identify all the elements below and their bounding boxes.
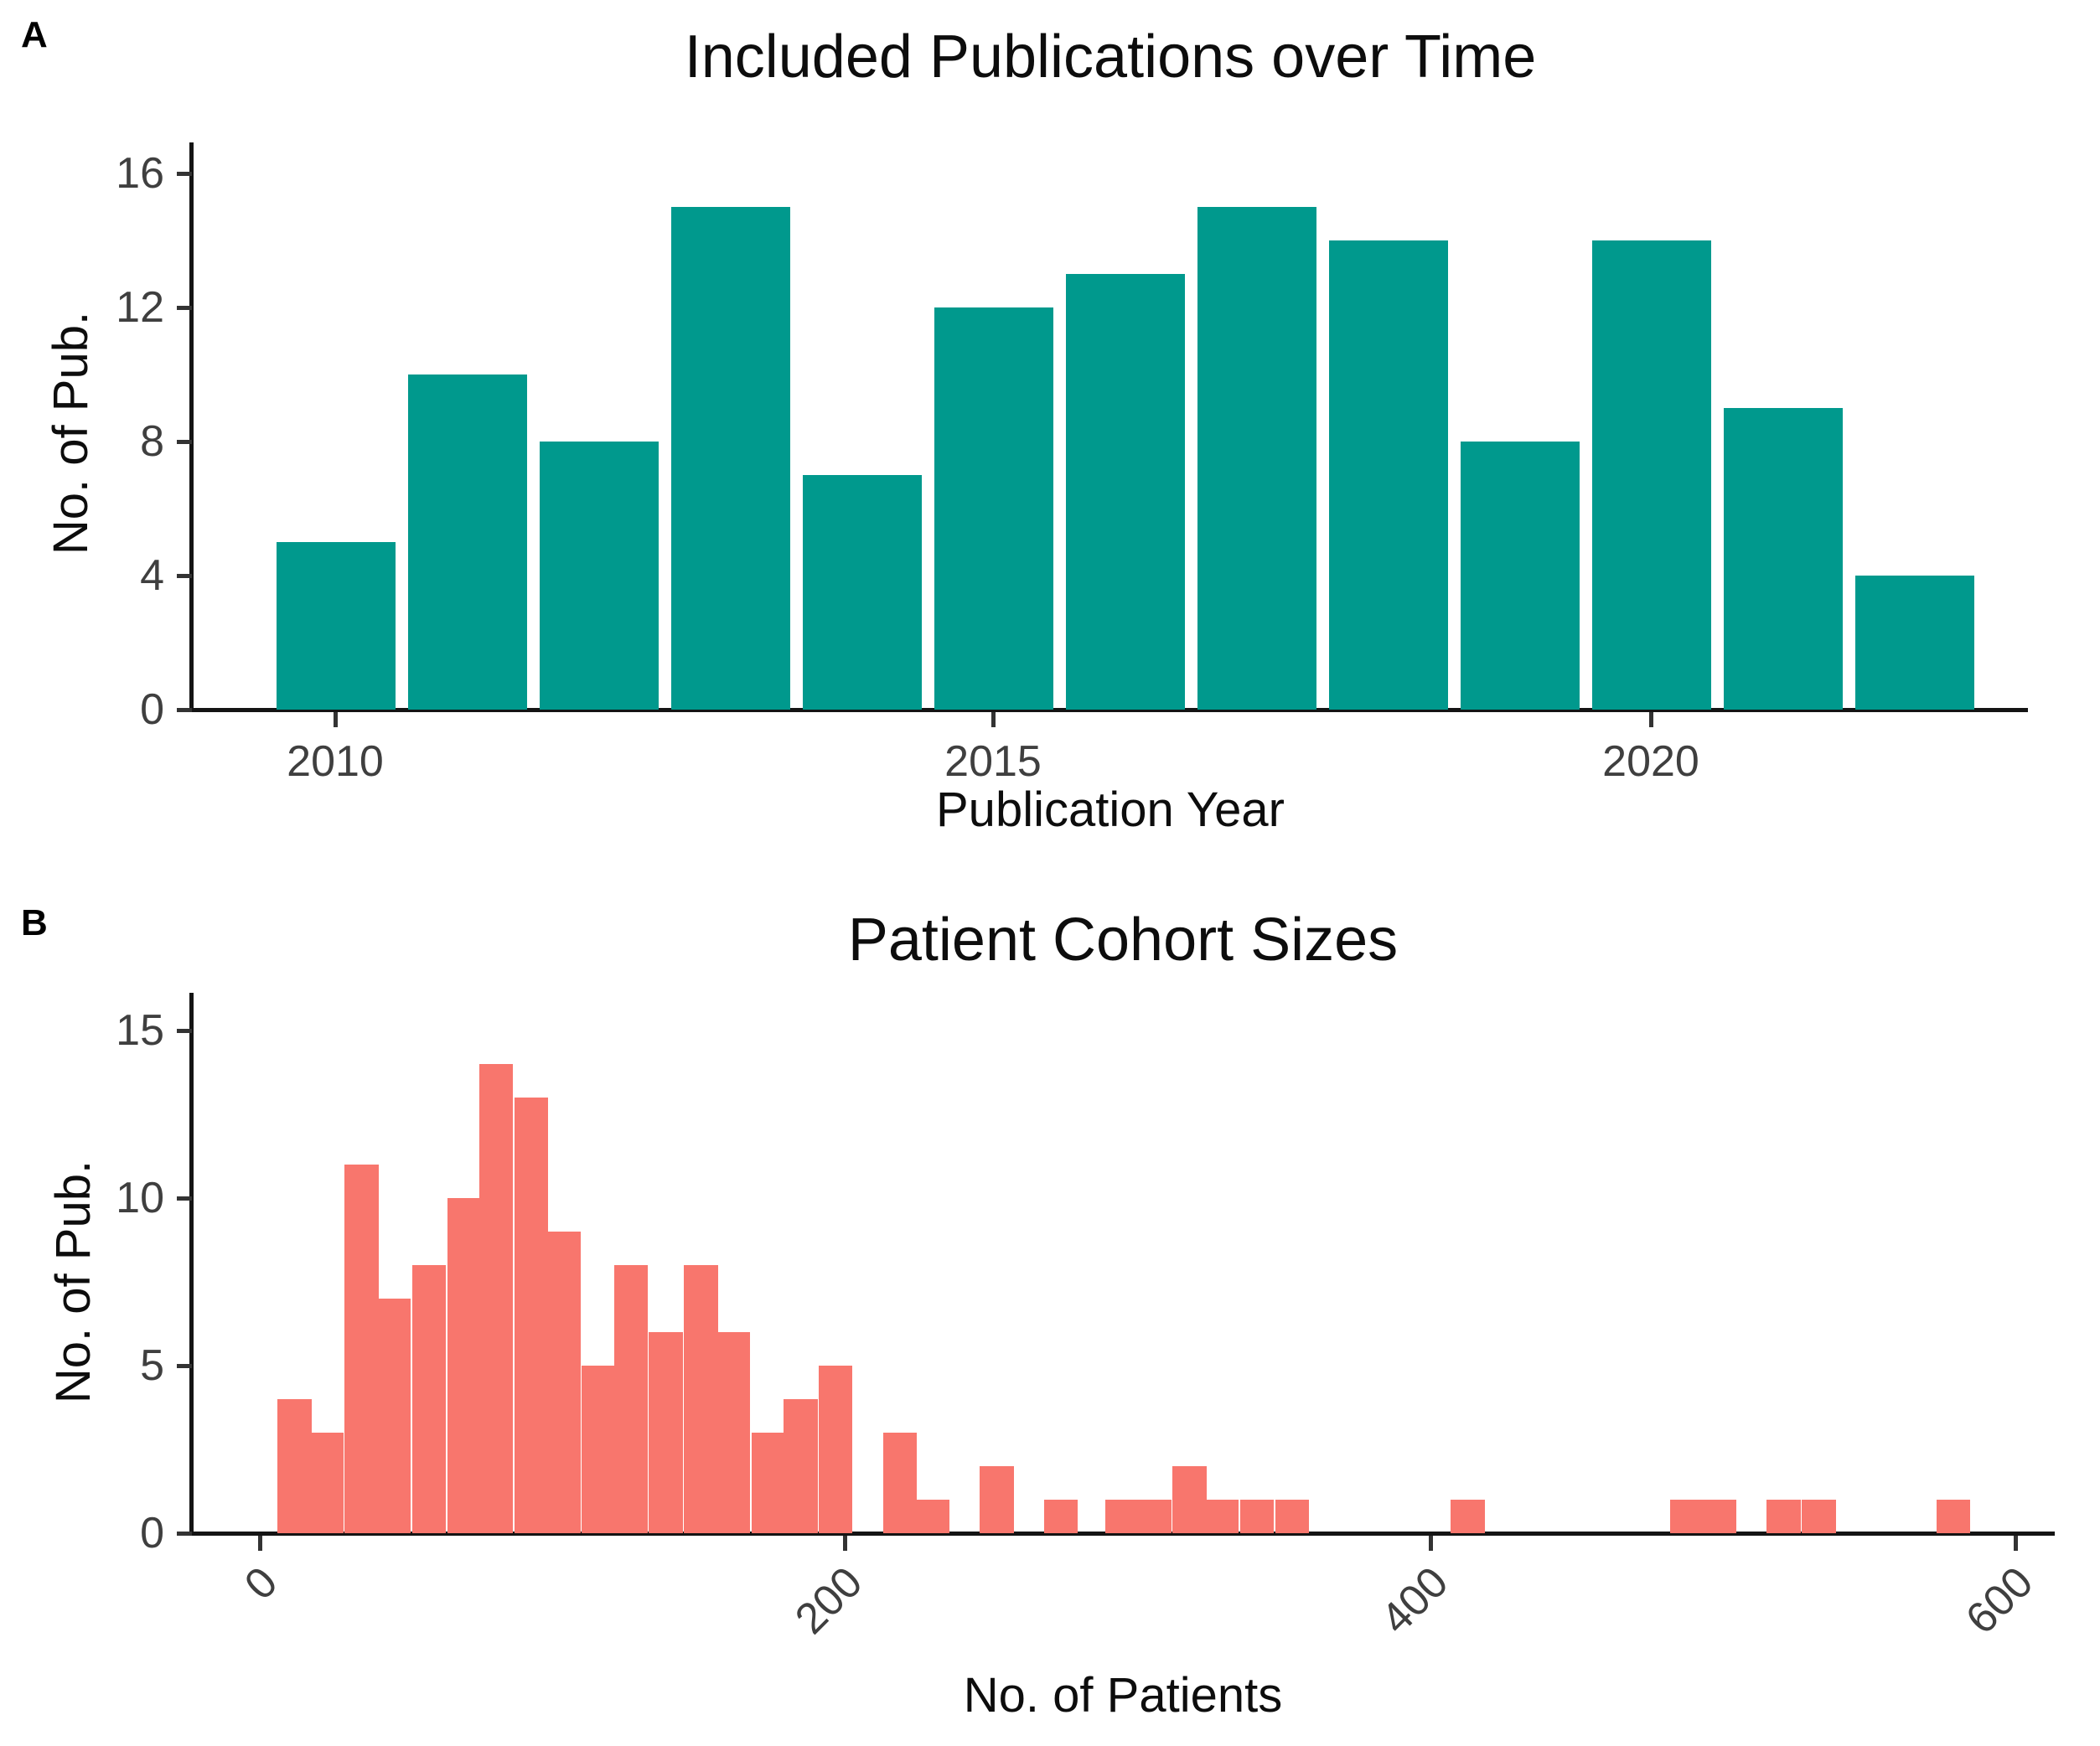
panel-a-x-tick: [334, 712, 338, 727]
histogram-bar: [1802, 1500, 1836, 1533]
panel-a-x-axis-line: [189, 708, 2028, 712]
histogram-bar: [1766, 1500, 1801, 1533]
panel-a-y-tick: [177, 440, 192, 444]
panel-a-x-tick-label: 2020: [1602, 737, 1699, 786]
histogram-bar: [1137, 1500, 1172, 1533]
bar-2014: [803, 475, 922, 710]
panel-a-y-tick-label: 0: [140, 685, 164, 734]
histogram-bar: [1172, 1466, 1207, 1533]
histogram-bar: [411, 1265, 447, 1533]
histogram-bar: [1936, 1500, 1971, 1533]
panel-a-y-tick: [177, 708, 192, 712]
histogram-bar: [514, 1098, 549, 1533]
histogram-bar: [1670, 1500, 1704, 1533]
histogram-bar: [1702, 1500, 1736, 1533]
histogram-bar: [277, 1399, 312, 1533]
panel-b-y-tick: [177, 1029, 192, 1033]
panel-a-x-tick: [1649, 712, 1653, 727]
panel-b-x-tick: [843, 1536, 848, 1551]
bar-2022: [1855, 576, 1974, 710]
histogram-bar: [818, 1366, 853, 1533]
panel-b-x-tick: [1428, 1536, 1433, 1551]
bar-2010: [277, 542, 396, 710]
histogram-bar: [1451, 1500, 1485, 1533]
panel-b-x-axis-line: [189, 1532, 2055, 1536]
panel-b-y-tick: [177, 1532, 192, 1536]
panel-a-y-tick: [177, 574, 192, 578]
histogram-bar: [684, 1265, 718, 1533]
histogram-bar: [882, 1433, 918, 1533]
bar-2020: [1592, 240, 1711, 710]
panel-b-x-tick: [258, 1536, 262, 1551]
histogram-bar: [1275, 1500, 1310, 1533]
panel-b-y-tick-label: 0: [140, 1509, 164, 1557]
histogram-bar: [1043, 1500, 1078, 1533]
histogram-bar: [478, 1064, 514, 1533]
panel-a-y-tick: [177, 306, 192, 310]
histogram-bar: [784, 1399, 818, 1533]
panel-b-y-tick-label: 5: [140, 1341, 164, 1390]
panel-b-y-axis-title: No. of Pub.: [46, 1160, 101, 1404]
panel-a-label: A: [21, 14, 48, 55]
panel-a-y-tick-label: 16: [116, 149, 164, 198]
bar-2015: [934, 307, 1053, 710]
panel-a-y-tick-label: 12: [116, 283, 164, 332]
panel-a-y-tick-label: 4: [140, 551, 164, 600]
bar-2013: [671, 207, 790, 710]
panel-a-x-axis-title: Publication Year: [936, 783, 1285, 837]
histogram-bar: [649, 1332, 683, 1533]
histogram-bar: [1105, 1500, 1140, 1533]
bar-2018: [1329, 240, 1448, 710]
panel-a-x-tick: [991, 712, 996, 727]
panel-b-x-tick: [2014, 1536, 2019, 1551]
bar-2021: [1724, 408, 1843, 710]
panel-a-x-tick-label: 2015: [944, 737, 1042, 786]
panel-a-y-axis-line: [189, 142, 194, 711]
bar-2011: [408, 375, 527, 710]
bar-2017: [1197, 207, 1316, 710]
panel-b-y-tick: [177, 1196, 192, 1201]
bar-2019: [1461, 442, 1580, 710]
panel-b-label: B: [21, 902, 48, 943]
bar-2016: [1066, 274, 1185, 710]
histogram-bar: [980, 1466, 1014, 1533]
histogram-bar: [613, 1265, 648, 1533]
panel-a-title: Included Publications over Time: [684, 23, 1537, 90]
panel-a-x-tick-label: 2010: [287, 737, 384, 786]
histogram-bar: [309, 1433, 344, 1533]
panel-b-x-axis-title: No. of Patients: [963, 1668, 1283, 1723]
bar-2012: [540, 442, 659, 710]
panel-a-y-tick: [177, 172, 192, 176]
histogram-bar: [546, 1232, 581, 1533]
panel-b-title: Patient Cohort Sizes: [847, 907, 1399, 974]
panel-a-y-tick-label: 8: [140, 417, 164, 466]
histogram-bar: [915, 1500, 949, 1533]
histogram-bar: [716, 1332, 751, 1533]
panel-b-y-tick-label: 10: [116, 1174, 164, 1222]
histogram-bar: [447, 1198, 481, 1533]
histogram-bar: [1239, 1500, 1275, 1533]
panel-b-y-axis-line: [189, 993, 194, 1536]
histogram-bar: [751, 1433, 786, 1533]
histogram-bar: [1204, 1500, 1239, 1533]
panel-b-y-tick-label: 15: [116, 1006, 164, 1055]
panel-b-y-tick: [177, 1364, 192, 1368]
histogram-bar: [582, 1366, 616, 1533]
histogram-bar: [376, 1299, 411, 1533]
histogram-bar: [344, 1165, 379, 1533]
